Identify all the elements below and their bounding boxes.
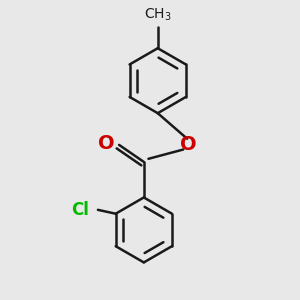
Text: CH$_3$: CH$_3$: [144, 7, 172, 23]
Text: O: O: [98, 134, 114, 153]
Text: Cl: Cl: [71, 201, 88, 219]
Text: O: O: [180, 135, 196, 154]
